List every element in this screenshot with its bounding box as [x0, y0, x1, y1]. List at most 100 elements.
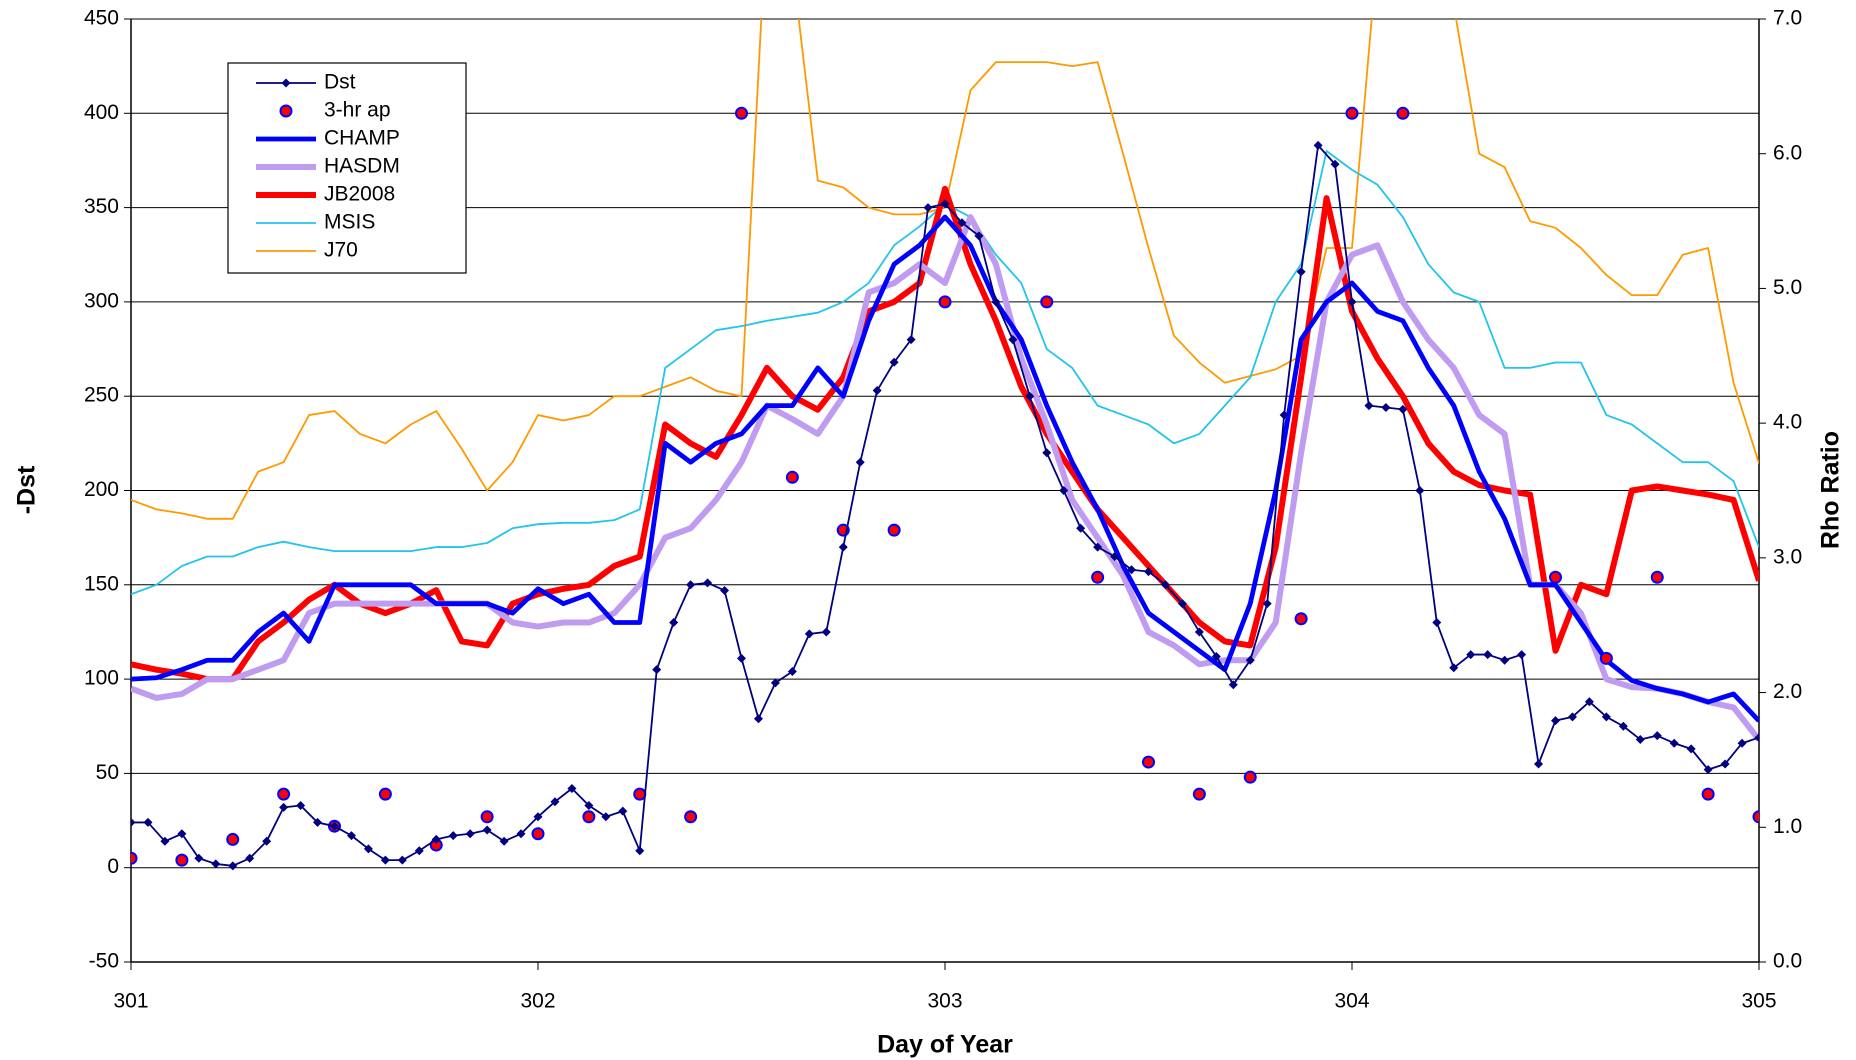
point-marker — [1551, 716, 1560, 726]
point-marker — [228, 861, 238, 871]
point-marker — [533, 812, 543, 822]
point-marker — [363, 844, 373, 854]
x-tick-label: 303 — [927, 990, 962, 1013]
point-marker — [516, 829, 526, 839]
y2-tick-label: 3.0 — [1773, 545, 1802, 568]
point-marker — [277, 787, 291, 801]
y2-tick-label: 2.0 — [1773, 680, 1802, 703]
point-marker — [1025, 391, 1035, 401]
point-marker — [1601, 712, 1611, 722]
point-marker — [938, 295, 952, 309]
point-marker — [397, 855, 407, 865]
point-marker — [785, 470, 799, 484]
point-marker — [143, 817, 153, 827]
y2-tick-label: 6.0 — [1773, 141, 1802, 164]
y-axis-title: -Dst — [13, 465, 41, 514]
point-marker — [1534, 759, 1544, 769]
point-marker — [1567, 712, 1577, 722]
point-marker — [1635, 734, 1645, 744]
point-marker — [838, 542, 848, 552]
y-tick-label: 0 — [107, 855, 119, 878]
point-marker — [633, 787, 647, 801]
point-marker — [1294, 612, 1308, 626]
point-marker — [1279, 410, 1289, 420]
point-marker — [245, 853, 255, 863]
y2-tick-label: 7.0 — [1773, 7, 1802, 30]
point-marker — [991, 297, 1001, 307]
point-marker — [1345, 106, 1359, 120]
point-marker — [1364, 401, 1374, 411]
point-marker — [1720, 759, 1730, 769]
point-marker — [1483, 650, 1493, 660]
point-marker — [735, 106, 748, 120]
point-marker — [887, 523, 901, 537]
point-marker — [131, 817, 136, 827]
point-marker — [1701, 787, 1715, 801]
point-marker — [1243, 770, 1257, 784]
point-marker — [1650, 570, 1664, 584]
point-marker — [1549, 570, 1562, 584]
point-marker — [431, 834, 441, 844]
point-marker — [1398, 404, 1408, 414]
point-marker — [1192, 787, 1206, 801]
point-marker — [1211, 651, 1221, 661]
y2-tick-label: 5.0 — [1773, 276, 1802, 299]
point-marker — [330, 821, 339, 831]
point-marker — [821, 627, 831, 637]
point-marker — [346, 831, 356, 841]
point-marker — [686, 580, 696, 590]
point-marker — [211, 859, 221, 869]
point-marker — [1330, 159, 1340, 169]
point-marker — [770, 678, 780, 688]
point-marker — [1396, 106, 1410, 120]
legend-label: JB2008 — [324, 183, 395, 206]
point-marker — [226, 832, 240, 846]
point-marker — [1245, 655, 1255, 665]
point-marker — [1127, 565, 1137, 575]
point-marker — [177, 829, 187, 839]
y2-tick-label: 0.0 — [1773, 950, 1802, 973]
point-marker — [1466, 650, 1476, 660]
point-marker — [804, 629, 814, 639]
y2-tick-label: 1.0 — [1773, 815, 1802, 838]
x-axis-title: Day of Year — [877, 1031, 1013, 1059]
point-marker — [737, 653, 746, 663]
point-marker — [550, 797, 560, 807]
point-marker — [465, 829, 475, 839]
point-marker — [1618, 721, 1628, 731]
y-tick-label: 50 — [96, 761, 119, 784]
point-marker — [1737, 738, 1747, 748]
point-marker — [889, 357, 899, 367]
point-marker — [480, 810, 494, 824]
legend: Dst 3-hr ap CHAMP HASDM JB2008 MSIS J70 — [227, 62, 467, 274]
y-tick-label: 400 — [84, 101, 119, 124]
point-marker — [482, 825, 492, 835]
point-marker — [1500, 655, 1510, 665]
point-marker — [974, 231, 984, 241]
point-marker — [1313, 140, 1323, 150]
legend-marker — [279, 104, 293, 118]
point-marker — [1669, 738, 1679, 748]
y-tick-label: 200 — [84, 478, 119, 501]
x-tick-label: 301 — [113, 990, 148, 1013]
point-marker — [1347, 297, 1357, 307]
point-marker — [618, 806, 628, 816]
point-marker — [584, 800, 594, 810]
point-marker — [1093, 542, 1103, 552]
point-marker — [1194, 627, 1204, 637]
y-tick-label: 300 — [84, 289, 119, 312]
point-marker — [1160, 580, 1170, 590]
point-marker — [1110, 552, 1120, 562]
legend-label: Dst — [324, 71, 356, 94]
point-marker — [448, 831, 458, 841]
point-marker — [567, 783, 577, 793]
point-marker — [635, 846, 645, 856]
legend-marker — [281, 78, 291, 88]
point-marker — [923, 203, 933, 213]
point-marker — [1652, 731, 1662, 741]
y-tick-label: 450 — [84, 7, 119, 30]
point-marker — [940, 199, 950, 209]
point-marker — [720, 585, 730, 595]
